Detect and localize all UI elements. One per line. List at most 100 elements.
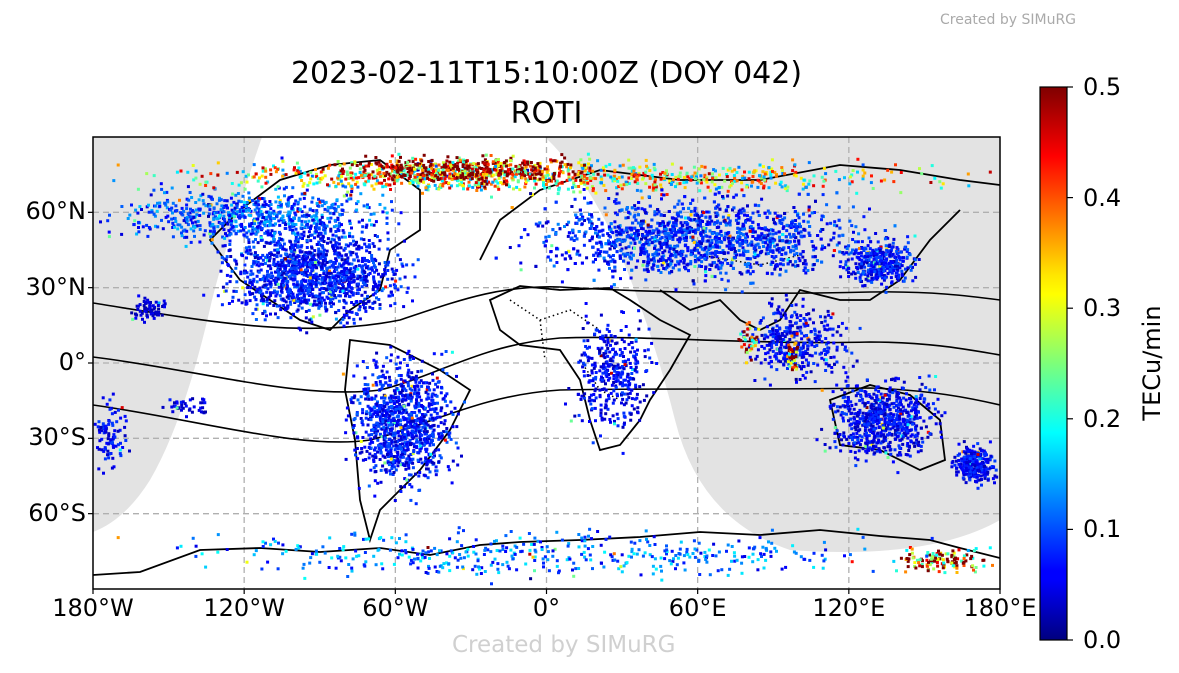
roti-point [343,246,347,250]
roti-point [484,153,488,157]
roti-point [366,179,370,183]
roti-point [304,259,308,263]
roti-point [336,275,340,279]
roti-point [399,170,403,174]
roti-point [136,211,140,215]
roti-point [354,252,358,256]
roti-point [278,246,282,249]
roti-point [259,238,263,242]
roti-point [333,209,337,213]
roti-point [338,171,342,175]
roti-point [653,213,657,217]
roti-point [544,239,548,243]
roti-point [281,159,285,163]
roti-point [333,163,337,167]
roti-point [752,255,756,259]
roti-point [491,180,495,184]
roti-point [650,173,654,177]
roti-point [484,170,488,174]
roti-point [361,256,365,260]
roti-point [543,244,547,248]
roti-point [222,214,226,218]
roti-point [263,318,267,322]
roti-point [433,177,436,181]
roti-point [263,231,267,235]
roti-point [699,224,702,228]
roti-point [408,181,412,185]
roti-point [699,181,703,185]
roti-point [363,278,367,282]
roti-point [329,240,333,244]
roti-point [390,267,394,271]
roti-point [615,213,619,217]
roti-point [653,210,657,214]
roti-point [283,306,287,310]
roti-point [310,261,314,265]
roti-point [185,219,189,223]
roti-point [378,303,382,307]
roti-point [353,161,357,165]
roti-point [673,252,677,256]
roti-point [773,211,777,215]
roti-point [812,263,816,266]
roti-point [683,216,687,220]
roti-point [394,175,397,179]
roti-point [863,228,867,232]
roti-point [316,234,320,238]
roti-point [234,266,238,270]
roti-point [352,317,356,321]
roti-point [520,176,524,180]
roti-point [258,176,261,180]
roti-point [730,180,733,183]
roti-point [733,168,737,172]
roti-point [780,185,784,189]
roti-point [790,220,794,224]
roti-point [278,201,282,204]
roti-point [783,216,787,220]
roti-point [589,176,593,180]
roti-point [293,244,297,248]
roti-point [372,280,376,284]
roti-point [245,201,249,204]
roti-point [251,240,255,244]
roti-point [256,229,260,233]
roti-point [756,185,760,189]
roti-point [412,177,416,181]
roti-point [706,185,710,189]
roti-point [377,181,381,185]
roti-point [247,208,250,212]
roti-point [380,289,384,293]
roti-point [273,231,277,235]
roti-point [204,204,208,208]
roti-point [334,311,338,315]
roti-point [209,195,213,199]
roti-point [159,182,163,186]
roti-point [781,227,785,230]
roti-point [563,163,567,167]
roti-point [386,269,390,272]
roti-point [374,156,378,159]
roti-point [280,261,284,265]
roti-point [180,234,184,238]
roti-point [648,169,652,172]
roti-point [491,168,495,172]
roti-point [116,163,120,167]
roti-point [890,170,894,174]
roti-point [762,175,766,179]
roti-point [791,169,795,173]
roti-point [365,223,369,227]
roti-point [847,244,851,248]
roti-point [491,160,495,164]
roti-point [357,247,361,251]
roti-point [714,176,718,180]
roti-point [625,230,629,234]
roti-point [620,175,624,179]
roti-point [731,244,735,247]
roti-point [634,207,638,211]
roti-point [318,313,322,317]
roti-point [594,191,598,195]
roti-point [225,273,229,277]
roti-point [197,198,201,202]
roti-point [427,170,431,174]
roti-point [780,166,784,170]
